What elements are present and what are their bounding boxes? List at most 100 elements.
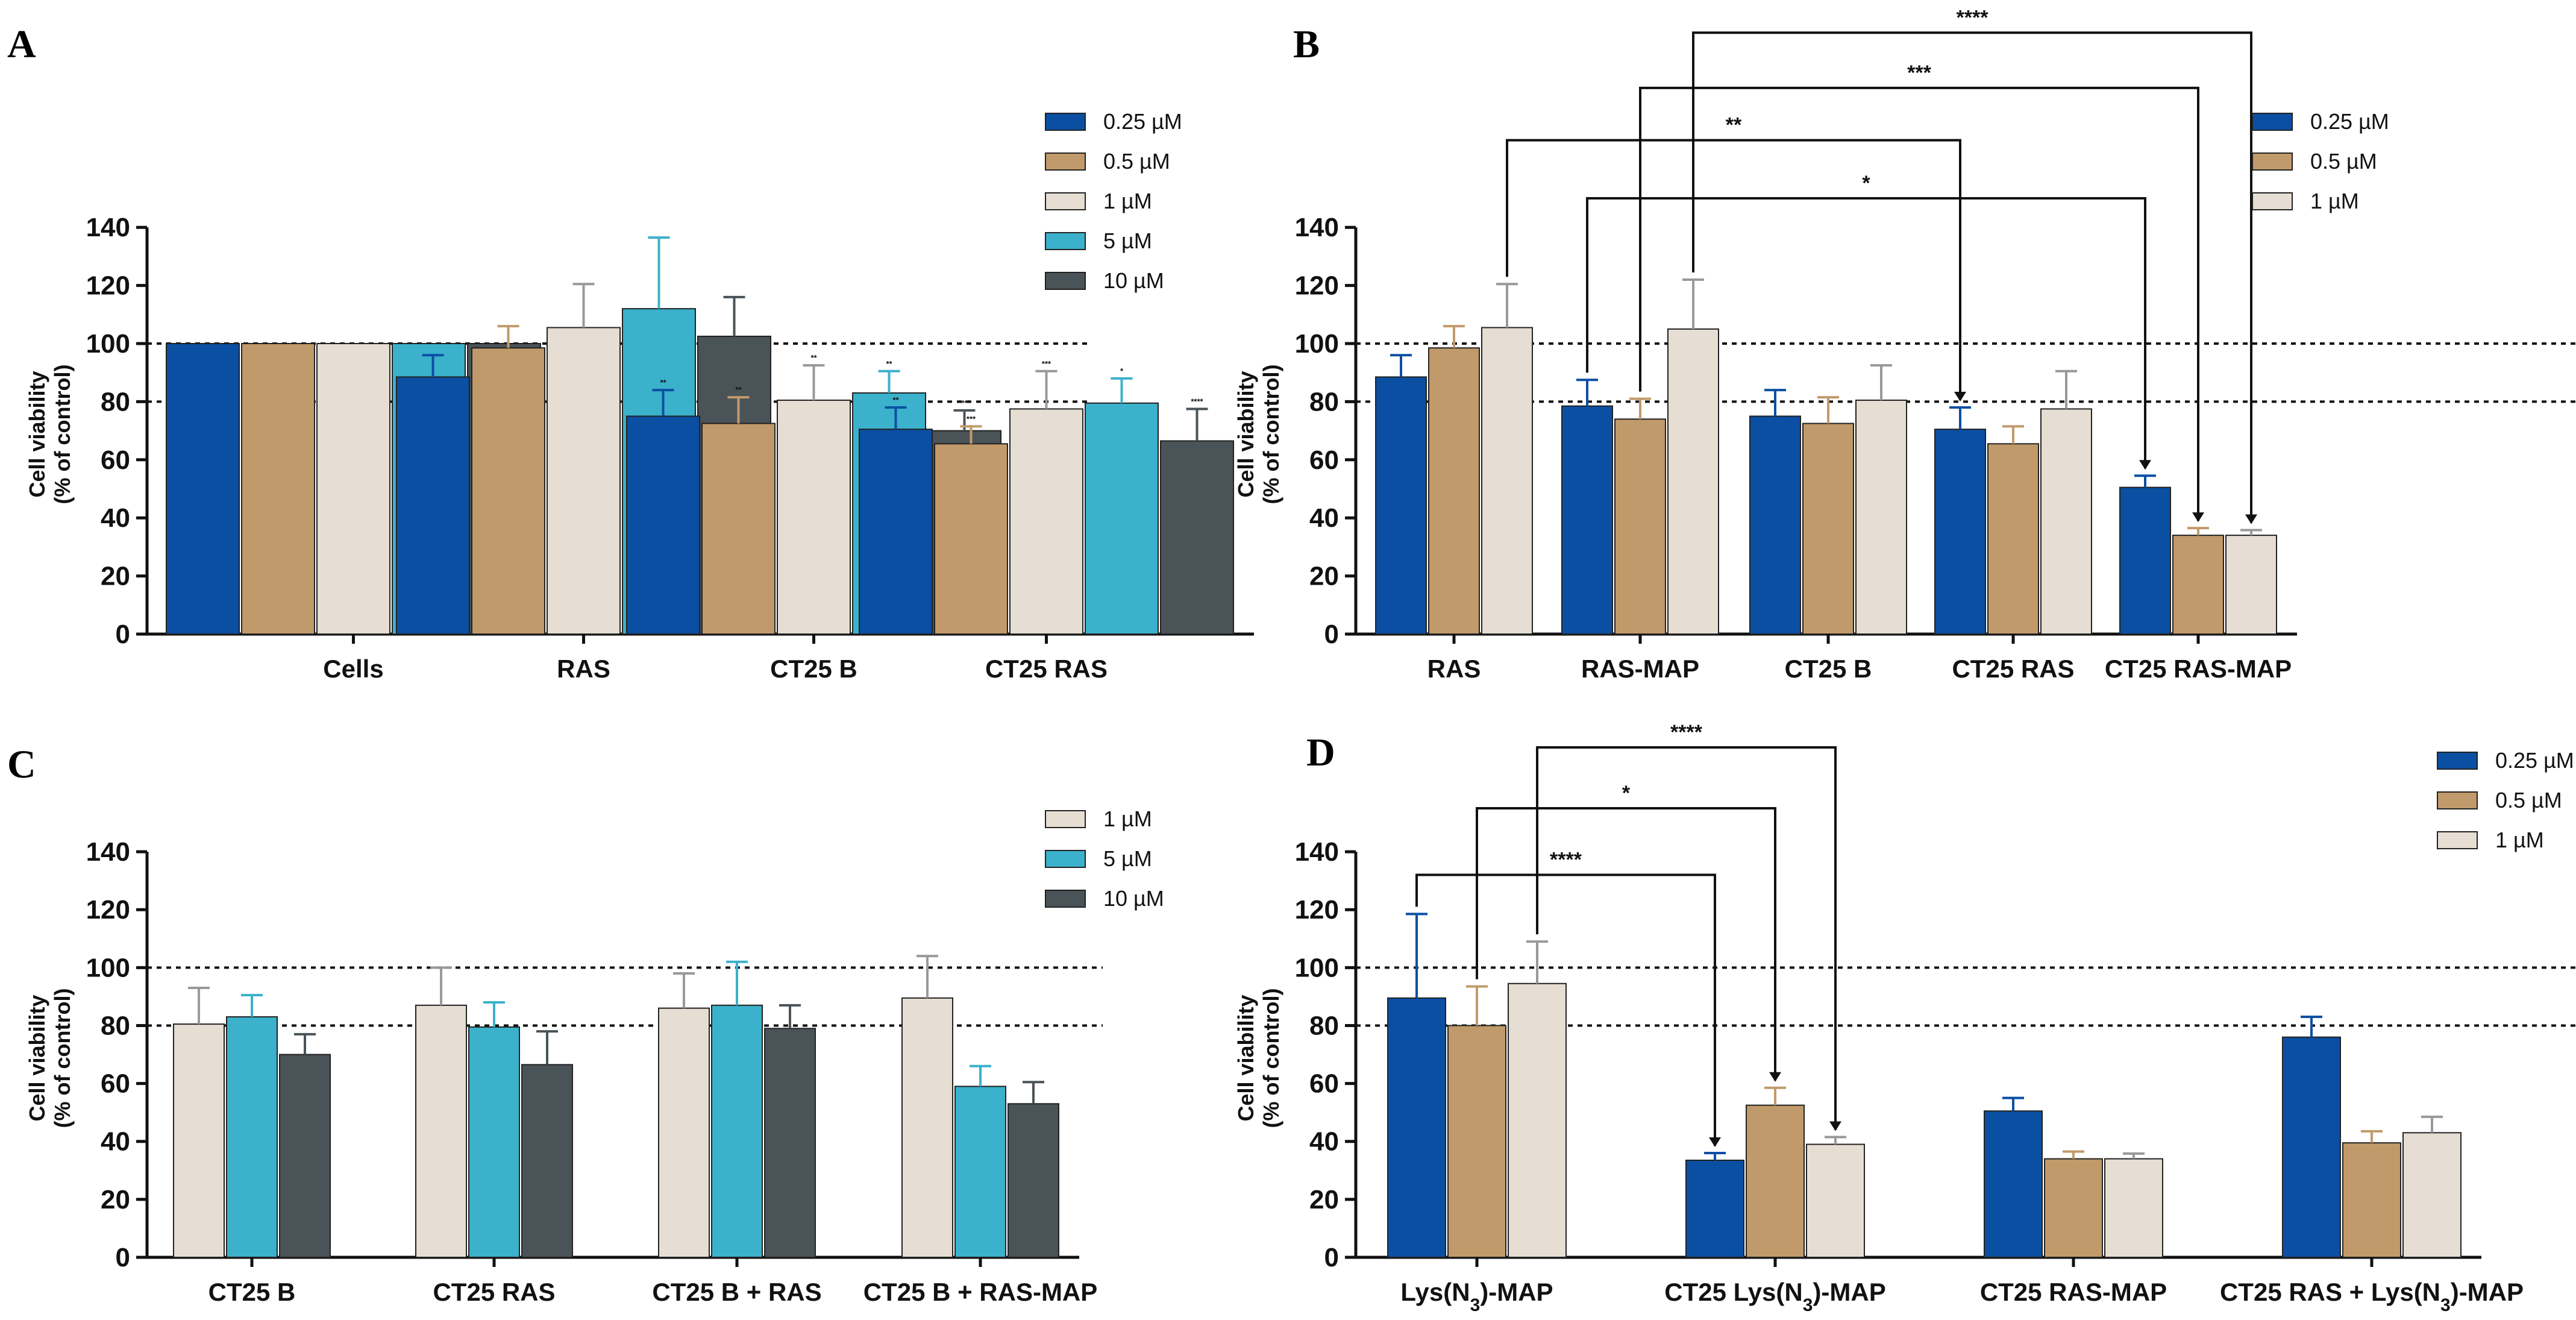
bar-0.5M-2 xyxy=(1802,423,1854,635)
bar-0.5M-0 xyxy=(241,343,315,635)
legend-swatch xyxy=(2252,192,2293,210)
legend-swatch xyxy=(1045,810,1086,828)
category-label-part: CT25 RAS-MAP xyxy=(2105,655,2292,683)
category-label-part: 3 xyxy=(1803,1295,1813,1315)
bracket-arrowhead xyxy=(2139,460,2151,470)
bar-0.25M-2 xyxy=(626,415,700,635)
category-label-part: CT25 RAS-MAP xyxy=(1980,1278,2167,1306)
y-tick-label: 140 xyxy=(86,837,130,867)
y-axis-label-line: (% of control) xyxy=(1259,988,1283,1128)
bar-1M-3 xyxy=(2402,1132,2462,1259)
y-axis-label: Cell viability(% of control) xyxy=(1233,988,1283,1128)
y-tick-label: 40 xyxy=(1309,503,1339,533)
category-label-part: Cells xyxy=(323,655,383,683)
chart-panel-A: A 0 20 40 60 80 100 120 140 Cell viability(% of c… xyxy=(7,22,1254,683)
bar-significance: * xyxy=(1120,366,1124,376)
bar-significance: ** xyxy=(810,353,817,362)
bar-1M-0 xyxy=(316,343,390,635)
category-label-part: RAS xyxy=(1427,655,1481,683)
chart-panel-C: C 0 20 40 60 80 100 120 140 Cell viability(% of c… xyxy=(7,743,1164,1306)
bar-0.5M-1 xyxy=(1614,418,1666,635)
category-label-part: CT25 RAS + Lys(N xyxy=(2220,1278,2440,1306)
category-label-part: CT25 RAS xyxy=(433,1278,555,1306)
bracket-arrowhead xyxy=(2192,512,2204,523)
bar-1M-1 xyxy=(547,327,621,635)
bar-1M-2 xyxy=(1855,399,1907,635)
y-tick-label: 120 xyxy=(86,271,130,301)
category-label: RAS xyxy=(1427,655,1481,683)
legend-swatch xyxy=(1045,850,1086,868)
legend-label: 0.5 µM xyxy=(1103,149,1170,174)
bar-0.25M-3 xyxy=(2282,1036,2341,1259)
legend-swatch xyxy=(1045,232,1086,250)
y-tick-label: 40 xyxy=(1309,1127,1339,1157)
bar-0.25M-3 xyxy=(1934,429,1986,635)
bar-significance: *** xyxy=(1042,359,1051,368)
category-label-part: 3 xyxy=(1470,1295,1481,1315)
category-label: CT25 RAS-MAP xyxy=(2105,655,2292,683)
y-tick-label: 100 xyxy=(1295,329,1339,359)
bar-1M-2 xyxy=(777,399,851,635)
legend-label: 0.25 µM xyxy=(2310,109,2389,134)
y-tick-label: 60 xyxy=(1309,445,1339,475)
bar-0.25M-0 xyxy=(1387,997,1446,1258)
category-label-part: Lys(N xyxy=(1400,1278,1470,1306)
y-axis-label-line: Cell viability xyxy=(1233,995,1258,1121)
chart-panel-D: D 0 20 40 60 80 100 120 140 Cell viability(% of c… xyxy=(1233,721,2576,1315)
bar-significance: ** xyxy=(892,395,899,404)
category-label-part: RAS-MAP xyxy=(1581,655,1699,683)
bar-5M-1 xyxy=(468,1026,520,1258)
category-label: CT25 B xyxy=(1785,655,1872,683)
bar-0.25M-1 xyxy=(1685,1159,1744,1259)
bracket-label: **** xyxy=(1550,849,1582,872)
y-axis-label: Cell viability(% of control) xyxy=(25,365,75,504)
bar-significance: ** xyxy=(886,359,892,368)
bar-0.5M-2 xyxy=(701,423,776,635)
bar-significance: ** xyxy=(660,378,666,387)
bracket-label: *** xyxy=(1907,61,1931,84)
category-label: RAS xyxy=(557,655,610,683)
category-label: CT25 B + RAS xyxy=(652,1278,821,1306)
y-tick-label: 60 xyxy=(101,445,130,475)
bar-0.25M-4 xyxy=(2119,486,2171,635)
bracket-arrowhead xyxy=(2245,514,2257,524)
significance-bracket xyxy=(1639,86,2199,521)
bar-significance: ** xyxy=(735,385,742,394)
y-tick-label: 120 xyxy=(1295,271,1339,301)
y-tick-label: 20 xyxy=(101,562,130,591)
bar-significance: *** xyxy=(967,414,976,423)
category-label-part: CT25 RAS xyxy=(985,655,1108,683)
y-tick-label: 20 xyxy=(101,1185,130,1215)
y-tick-label: 60 xyxy=(1309,1069,1339,1099)
legend-swatch xyxy=(2252,152,2293,171)
y-tick-label: 20 xyxy=(1309,562,1339,591)
bracket-arrowhead xyxy=(1709,1137,1721,1147)
bar-0.5M-1 xyxy=(1746,1104,1805,1259)
bar-1M-0 xyxy=(173,1023,225,1259)
bar-0.5M-0 xyxy=(1428,347,1480,635)
bar-10M-3 xyxy=(1008,1103,1059,1259)
category-label-part: CT25 B + RAS-MAP xyxy=(863,1278,1098,1306)
category-label: CT25 RAS xyxy=(985,655,1108,683)
bar-0.5M-3 xyxy=(1987,443,2039,635)
bracket-label: * xyxy=(1622,782,1631,805)
significance-bracket xyxy=(1506,139,1961,401)
bar-0.5M-4 xyxy=(2172,535,2224,635)
bar-0.5M-1 xyxy=(471,347,545,635)
category-label: CT25 B xyxy=(208,1278,296,1306)
legend-label: 5 µM xyxy=(1103,846,1152,871)
category-label: CT25 RAS xyxy=(433,1278,555,1306)
bar-0.25M-2 xyxy=(1984,1110,2043,1258)
y-tick-label: 40 xyxy=(101,503,130,533)
bar-1M-1 xyxy=(1667,328,1719,635)
category-label-part: )-MAP xyxy=(1480,1278,1553,1306)
y-axis-label-line: (% of control) xyxy=(50,988,75,1128)
bar-0.25M-1 xyxy=(1561,405,1613,635)
y-tick-label: 80 xyxy=(1309,1011,1339,1040)
bar-1M-1 xyxy=(415,1004,467,1258)
y-tick-label: 140 xyxy=(1295,837,1339,867)
significance-bracket xyxy=(1536,746,1837,1130)
category-label-part: CT25 Lys(N xyxy=(1664,1278,1803,1306)
bracket-label: **** xyxy=(1957,6,1989,29)
legend-label: 1 µM xyxy=(1103,189,1152,213)
